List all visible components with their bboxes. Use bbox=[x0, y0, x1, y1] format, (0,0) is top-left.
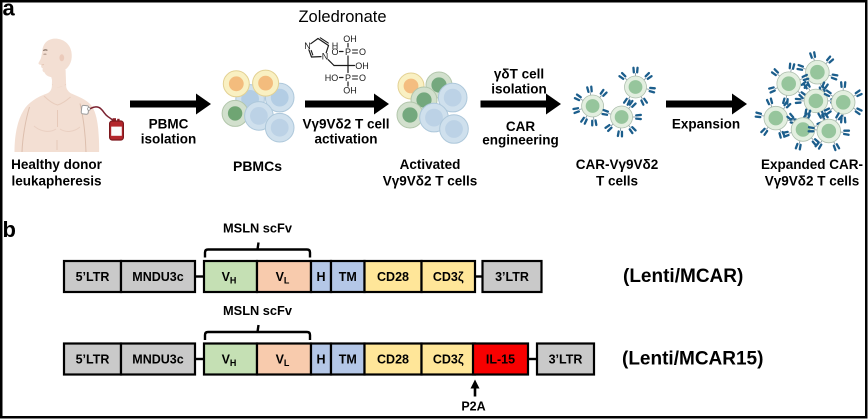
svg-text:Vγ9Vδ2 T cells: Vγ9Vδ2 T cells bbox=[765, 174, 860, 189]
svg-text:a: a bbox=[3, 0, 16, 21]
svg-text:5’LTR: 5’LTR bbox=[76, 352, 110, 366]
svg-text:P: P bbox=[345, 47, 351, 57]
svg-text:H: H bbox=[332, 41, 339, 51]
svg-text:MNDU3c: MNDU3c bbox=[132, 270, 183, 284]
svg-text:CD28: CD28 bbox=[377, 270, 409, 284]
svg-text:HO: HO bbox=[325, 73, 339, 83]
svg-text:N: N bbox=[322, 52, 329, 62]
svg-text:isolation: isolation bbox=[491, 82, 547, 97]
svg-text:3’LTR: 3’LTR bbox=[495, 270, 529, 284]
svg-text:isolation: isolation bbox=[141, 132, 197, 147]
svg-text:MSLN scFv: MSLN scFv bbox=[223, 221, 293, 236]
svg-text:OH: OH bbox=[343, 86, 357, 96]
svg-text:Vγ9Vδ2 T cells: Vγ9Vδ2 T cells bbox=[383, 174, 478, 189]
svg-text:MSLN scFv: MSLN scFv bbox=[223, 303, 293, 318]
svg-text:b: b bbox=[3, 217, 16, 242]
svg-text:PBMCs: PBMCs bbox=[233, 158, 282, 174]
svg-text:T cells: T cells bbox=[596, 174, 638, 189]
svg-text:(Lenti/MCAR15): (Lenti/MCAR15) bbox=[622, 349, 763, 370]
svg-text:Expansion: Expansion bbox=[672, 117, 740, 132]
svg-text:CAR-Vγ9Vδ2: CAR-Vγ9Vδ2 bbox=[576, 157, 658, 172]
svg-text:IL-15: IL-15 bbox=[486, 352, 515, 366]
svg-text:O: O bbox=[359, 73, 366, 83]
svg-text:Zoledronate: Zoledronate bbox=[298, 8, 386, 26]
svg-text:Expanded CAR-: Expanded CAR- bbox=[761, 157, 863, 172]
svg-text:Healthy donor: Healthy donor bbox=[11, 157, 103, 172]
svg-text:OH: OH bbox=[355, 61, 369, 71]
svg-text:3’LTR: 3’LTR bbox=[549, 352, 583, 366]
svg-text:engineering: engineering bbox=[482, 133, 559, 148]
svg-text:H: H bbox=[316, 352, 325, 366]
svg-text:5’LTR: 5’LTR bbox=[76, 270, 110, 284]
svg-text:Vγ9Vδ2 T cell: Vγ9Vδ2 T cell bbox=[303, 117, 390, 132]
svg-text:leukapheresis: leukapheresis bbox=[11, 174, 101, 189]
svg-text:PBMC: PBMC bbox=[149, 117, 189, 132]
svg-text:H: H bbox=[316, 270, 325, 284]
svg-text:Activated: Activated bbox=[400, 157, 461, 172]
svg-text:CD28: CD28 bbox=[377, 352, 409, 366]
svg-text:TM: TM bbox=[339, 352, 357, 366]
svg-text:P: P bbox=[345, 73, 351, 83]
svg-text:CD3ζ: CD3ζ bbox=[433, 270, 464, 284]
svg-text:activation: activation bbox=[314, 132, 377, 147]
svg-text:CAR: CAR bbox=[506, 119, 535, 134]
svg-text:γδT cell: γδT cell bbox=[494, 67, 544, 82]
svg-text:(Lenti/MCAR): (Lenti/MCAR) bbox=[623, 266, 743, 287]
svg-text:N: N bbox=[304, 41, 311, 51]
svg-text:OH: OH bbox=[343, 34, 357, 44]
svg-text:O: O bbox=[331, 47, 338, 57]
svg-text:CD3ζ: CD3ζ bbox=[433, 352, 464, 366]
svg-text:P2A: P2A bbox=[461, 400, 485, 414]
svg-text:MNDU3c: MNDU3c bbox=[132, 352, 183, 366]
svg-text:O: O bbox=[359, 47, 366, 57]
svg-text:TM: TM bbox=[339, 270, 357, 284]
